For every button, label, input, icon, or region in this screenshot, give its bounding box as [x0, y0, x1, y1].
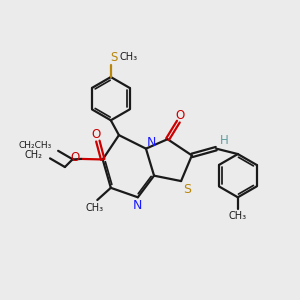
Text: CH₃: CH₃: [85, 203, 103, 213]
Text: O: O: [70, 151, 80, 164]
Text: N: N: [133, 200, 142, 212]
Text: O: O: [92, 128, 101, 141]
Text: CH₂CH₃: CH₂CH₃: [18, 141, 51, 150]
Text: CH₂: CH₂: [25, 150, 43, 160]
Text: O: O: [175, 109, 184, 122]
Text: N: N: [147, 136, 157, 149]
Text: S: S: [183, 183, 191, 196]
Text: CH₃: CH₃: [229, 211, 247, 221]
Text: S: S: [111, 51, 118, 64]
Text: CH₃: CH₃: [119, 52, 137, 62]
Text: H: H: [220, 134, 229, 146]
